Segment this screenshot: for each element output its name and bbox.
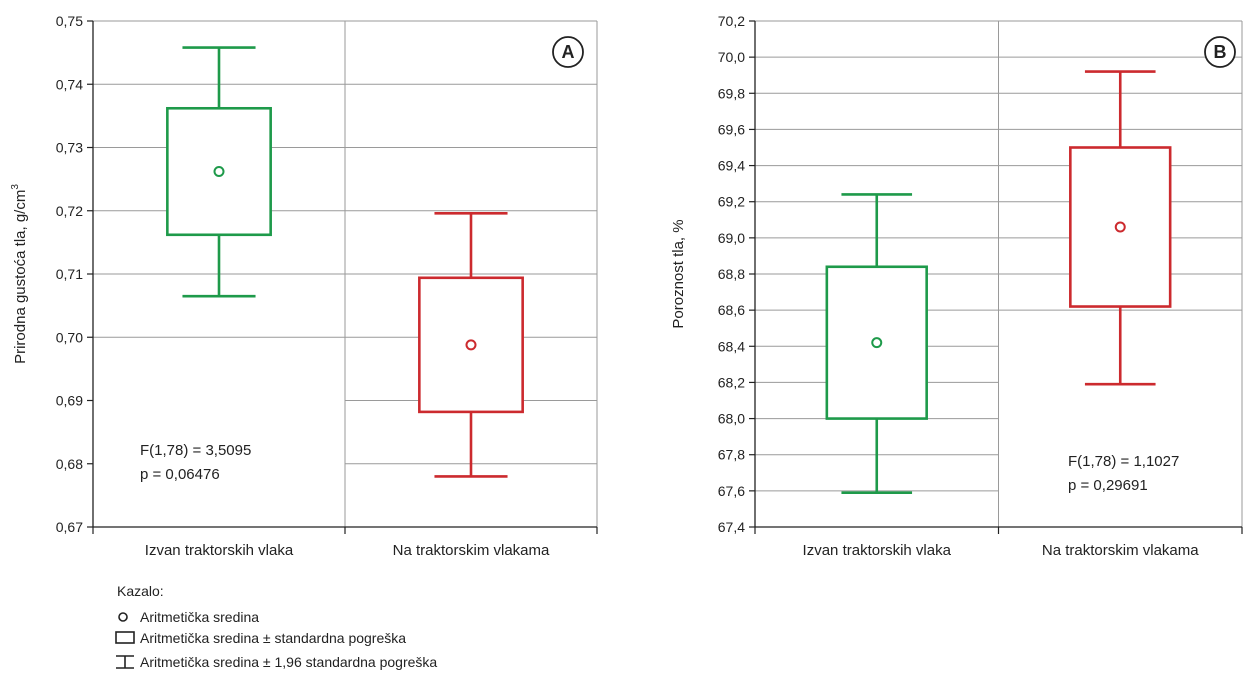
chart-b-y-tick-label: 69,8: [718, 85, 745, 101]
chart-b-badge-label: B: [1214, 42, 1227, 62]
chart-b-y-tick-label: 67,8: [718, 447, 745, 463]
chart-a-y-tick-label: 0,70: [56, 329, 83, 345]
chart-a-y-axis-label: Prirodna gustoća tla, g/cm3: [10, 184, 29, 364]
chart-a-y-axis-label-sup: 3: [10, 184, 21, 190]
chart-b-y-tick-label: 67,4: [718, 519, 745, 535]
legend: Kazalo: Aritmetička sredina Aritmetička …: [115, 583, 437, 670]
chart-b-y-tick-label: 69,2: [718, 194, 745, 210]
chart-a-y-tick-label: 0,69: [56, 393, 83, 409]
chart-a-y-tick-label: 0,72: [56, 203, 83, 219]
chart-b-y-tick-label: 69,6: [718, 121, 745, 137]
chart-b-y-tick-label: 68,6: [718, 302, 745, 318]
chart-b-y-tick-label: 68,8: [718, 266, 745, 282]
chart-a-y-tick-label: 0,71: [56, 266, 83, 282]
chart-a-y-tick-label: 0,67: [56, 519, 83, 535]
chart-a-mean-point: [213, 166, 225, 178]
whisker-icon: [116, 655, 134, 669]
chart-a-badge-label: A: [562, 42, 575, 62]
chart-b-porosity: 67,4 67,6 67,8 68,0 68,2 68,4 68,6 68,8 69,0 69,2…: [670, 13, 1243, 559]
legend-item-mean: Aritmetička sredina: [140, 609, 259, 625]
legend-title: Kazalo:: [117, 583, 164, 599]
chart-b-y-tick-label: 70,2: [718, 13, 745, 29]
rectangle-icon: [115, 631, 135, 644]
chart-b-y-tick-label: 68,0: [718, 411, 745, 427]
chart-a-stat-line: F(1,78) = 3,5095: [140, 442, 251, 459]
legend-item-196-standard-error: Aritmetička sredina ± 1,96 standardna po…: [140, 654, 437, 670]
chart-a-mean-point: [465, 339, 477, 351]
chart-b-stat-line: F(1,78) = 1,1027: [1068, 453, 1179, 470]
chart-b-box-2: [1069, 70, 1172, 386]
chart-b-y-tick-label: 70,0: [718, 49, 745, 65]
chart-b-y-tick-label: 68,2: [718, 374, 745, 390]
chart-b-category-label: Izvan traktorskih vlaka: [803, 542, 952, 559]
chart-b-y-tick-label: 69,4: [718, 158, 745, 174]
chart-a-box-1: [166, 46, 272, 298]
chart-b-y-tick-label: 68,4: [718, 338, 745, 354]
chart-a-y-tick-label: 0,74: [56, 76, 83, 92]
chart-b-mean-point: [871, 337, 883, 349]
chart-a-badge-circle: [552, 36, 584, 68]
chart-b-y-axis-label: Poroznost tla, %: [670, 219, 687, 328]
chart-a-y-tick-label: 0,68: [56, 456, 83, 472]
chart-b-stat-line: p = 0,29691: [1068, 477, 1148, 494]
chart-b-y-tick-label: 67,6: [718, 483, 745, 499]
chart-a-density: 0,67 0,68 0,69 0,70 0,71 0,72 0,73 0,74 0,75 Izva…: [10, 13, 598, 559]
chart-b-y-tick-label: 69,0: [718, 230, 745, 246]
chart-b-mean-point: [1114, 221, 1126, 233]
chart-a-y-tick-label: 0,73: [56, 140, 83, 156]
chart-a-box-2: [418, 211, 524, 478]
chart-a-category-label: Na traktorskim vlakama: [393, 542, 550, 559]
chart-b-badge-circle: [1204, 36, 1236, 68]
circle-icon: [118, 612, 128, 622]
chart-a-category-label: Izvan traktorskih vlaka: [145, 542, 294, 559]
chart-a-y-tick-label: 0,75: [56, 13, 83, 29]
chart-b-box-1: [825, 193, 928, 494]
chart-b-category-label: Na traktorskim vlakama: [1042, 542, 1199, 559]
chart-a-stat-line: p = 0,06476: [140, 466, 220, 483]
legend-item-standard-error: Aritmetička sredina ± standardna pogrešk…: [140, 630, 406, 646]
